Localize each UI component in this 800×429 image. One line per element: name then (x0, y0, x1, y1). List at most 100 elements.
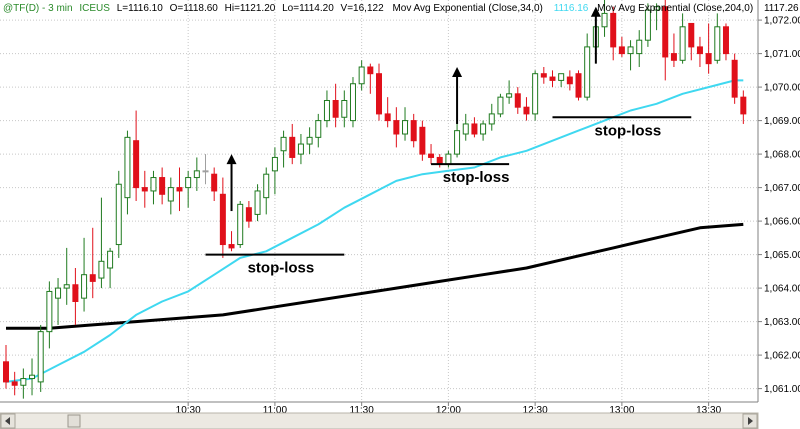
candle-body (428, 153, 435, 158)
scroll-thumb[interactable] (67, 414, 81, 428)
candle-body (46, 290, 53, 333)
candle (670, 33, 677, 67)
candle-body (219, 193, 226, 246)
candle-body (81, 274, 88, 299)
candle (81, 237, 88, 312)
candle-body (72, 284, 79, 302)
candle-body (679, 26, 686, 61)
header-volume: V=16,122 (341, 3, 385, 14)
candle-body (618, 46, 625, 55)
candle-body (454, 130, 461, 155)
time-tick-label: 11:30 (350, 405, 375, 416)
price-tick-label: 1,064.00 (764, 284, 800, 295)
candle-body (297, 143, 304, 155)
candle (332, 83, 339, 128)
candle-body (280, 136, 287, 152)
candle (46, 281, 53, 349)
candle (263, 167, 270, 215)
candle-body (289, 136, 296, 158)
candle-body (532, 73, 539, 115)
price-axis[interactable]: 1,061.00 1,062.00 1,063.00 1,064.00 1,065.00… (757, 0, 800, 402)
candle (584, 33, 591, 101)
candle (514, 87, 521, 114)
candle (393, 107, 400, 148)
chart-header: @TF(D) - 3 min ICEUS L=1116.10 O=1118.60… (3, 3, 799, 14)
time-tick-label: 12:30 (523, 405, 548, 416)
annotations-layer: stop-loss stop-loss stop-loss (205, 6, 692, 277)
price-tick-label: 1,063.00 (764, 317, 800, 328)
candle (98, 197, 105, 289)
candle-body (254, 190, 261, 215)
candle (167, 177, 174, 215)
candle (688, 22, 695, 61)
candle (462, 113, 469, 141)
price-tick-label: 1,068.00 (764, 150, 800, 161)
candle-body (202, 170, 209, 173)
candle (323, 90, 330, 128)
candle (297, 134, 304, 165)
candle (376, 63, 382, 121)
candle-body (540, 73, 547, 78)
candle-body (462, 123, 469, 135)
up-arrow-icon (226, 154, 237, 165)
candle (228, 231, 235, 252)
price-tick-label: 1,061.00 (764, 384, 800, 395)
candle (402, 107, 409, 141)
candle-body (497, 96, 504, 115)
stop-loss-label: stop-loss (443, 169, 510, 186)
candle (471, 117, 478, 138)
candle-body (636, 39, 643, 55)
candle (72, 268, 79, 325)
candle (115, 170, 122, 258)
header-ma-fast-value: 1116.16 (554, 3, 589, 14)
candle (610, 6, 617, 61)
candle-body (584, 46, 591, 98)
candle-body (98, 260, 105, 279)
candle-body (688, 22, 695, 48)
candle (37, 324, 44, 392)
scroll-right-button[interactable] (742, 413, 758, 429)
stop-loss-annotation: stop-loss (552, 6, 692, 139)
candle (566, 70, 573, 91)
candle-body (3, 361, 9, 383)
ema-slow-layer (6, 222, 744, 330)
candle-body (376, 73, 382, 115)
candle (384, 97, 391, 128)
stop-loss-annotation: stop-loss (205, 154, 345, 277)
candles-layer (3, 0, 747, 399)
candle-body (115, 183, 122, 246)
scroll-left-button[interactable] (0, 413, 16, 429)
candle-body (159, 177, 166, 195)
stop-loss-annotation: stop-loss (431, 67, 509, 186)
time-axis[interactable]: 10:30 11:00 11:30 12:00 12:30 13:00 13:30 (0, 401, 758, 416)
candle (20, 368, 27, 399)
candle (107, 247, 114, 289)
candle (11, 371, 18, 396)
time-tick-label: 10:30 (176, 405, 201, 416)
time-tick-label: 13:00 (609, 405, 634, 416)
candle-body (523, 106, 530, 115)
candle-body (601, 12, 608, 28)
up-arrow-icon (452, 67, 463, 77)
candle (636, 30, 643, 67)
candle-body (167, 187, 174, 202)
candle-body (644, 9, 651, 41)
candle (280, 130, 287, 168)
candle (63, 247, 70, 305)
candle-body (722, 26, 729, 55)
candle-body (315, 120, 322, 138)
candle (731, 53, 738, 104)
header-ma-fast-label: Mov Avg Exponential (Close,34,0) (392, 3, 542, 14)
ema-fast-line (5, 79, 744, 383)
candle-body (150, 177, 157, 192)
candle-body (133, 140, 140, 189)
price-tick-label: 1,071.00 (764, 49, 800, 60)
candle (3, 345, 9, 389)
candle (124, 130, 131, 215)
candle-body (514, 93, 521, 108)
candle (532, 70, 539, 121)
horizontal-scrollbar[interactable] (0, 412, 759, 429)
candle (653, 3, 660, 31)
candle (55, 278, 62, 325)
